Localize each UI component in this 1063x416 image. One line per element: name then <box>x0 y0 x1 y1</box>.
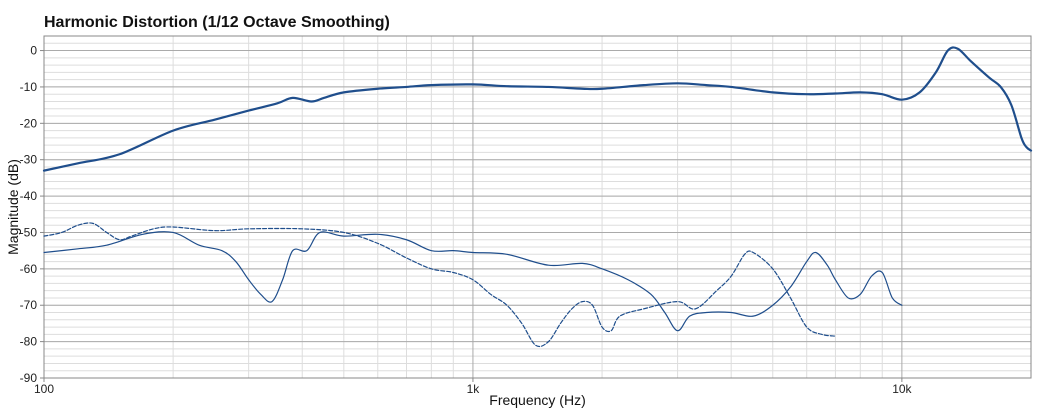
y-tick-label: -40 <box>20 189 38 203</box>
series-line-fundamental <box>42 46 1033 172</box>
y-tick-label: 0 <box>30 44 37 58</box>
y-tick-label: -90 <box>20 371 38 385</box>
y-tick-label: -30 <box>20 153 38 167</box>
series-line-harmonic-dashed <box>43 222 837 348</box>
series-group <box>42 46 1033 348</box>
y-axis-label: Magnitude (dB) <box>5 159 21 255</box>
y-tick-label: -60 <box>20 262 38 276</box>
series-line-harmonic-solid <box>43 231 903 332</box>
y-tick-label: -50 <box>20 225 38 239</box>
plot-frame <box>43 35 1032 379</box>
minor-grid-x <box>172 36 1032 378</box>
x-axis-label: Frequency (Hz) <box>489 392 585 408</box>
x-axis-ticks: 100 1k 10k <box>34 378 913 396</box>
y-tick-label: -10 <box>20 80 38 94</box>
y-tick-label: -80 <box>20 335 38 349</box>
chart-title: Harmonic Distortion (1/12 Octave Smoothi… <box>44 14 390 31</box>
y-tick-label: -70 <box>20 298 38 312</box>
y-tick-label: -20 <box>20 116 38 130</box>
x-tick-label: 10k <box>892 382 912 396</box>
y-axis-ticks: 0 -10 -20 -30 -40 -50 -60 -70 -80 -90 <box>20 44 44 385</box>
x-tick-label: 1k <box>467 382 481 396</box>
x-tick-label: 100 <box>34 382 54 396</box>
